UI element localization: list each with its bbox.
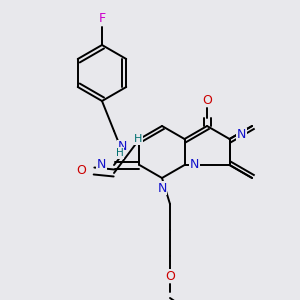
Text: O: O: [165, 269, 175, 283]
Text: H: H: [116, 148, 123, 158]
Text: N: N: [190, 158, 199, 172]
Text: F: F: [98, 13, 106, 26]
Text: O: O: [202, 94, 212, 106]
Text: N: N: [117, 140, 127, 154]
Text: N: N: [97, 158, 106, 172]
Text: N: N: [157, 182, 167, 194]
Text: O: O: [76, 164, 86, 178]
Text: N: N: [237, 128, 246, 142]
Text: H: H: [134, 134, 142, 144]
